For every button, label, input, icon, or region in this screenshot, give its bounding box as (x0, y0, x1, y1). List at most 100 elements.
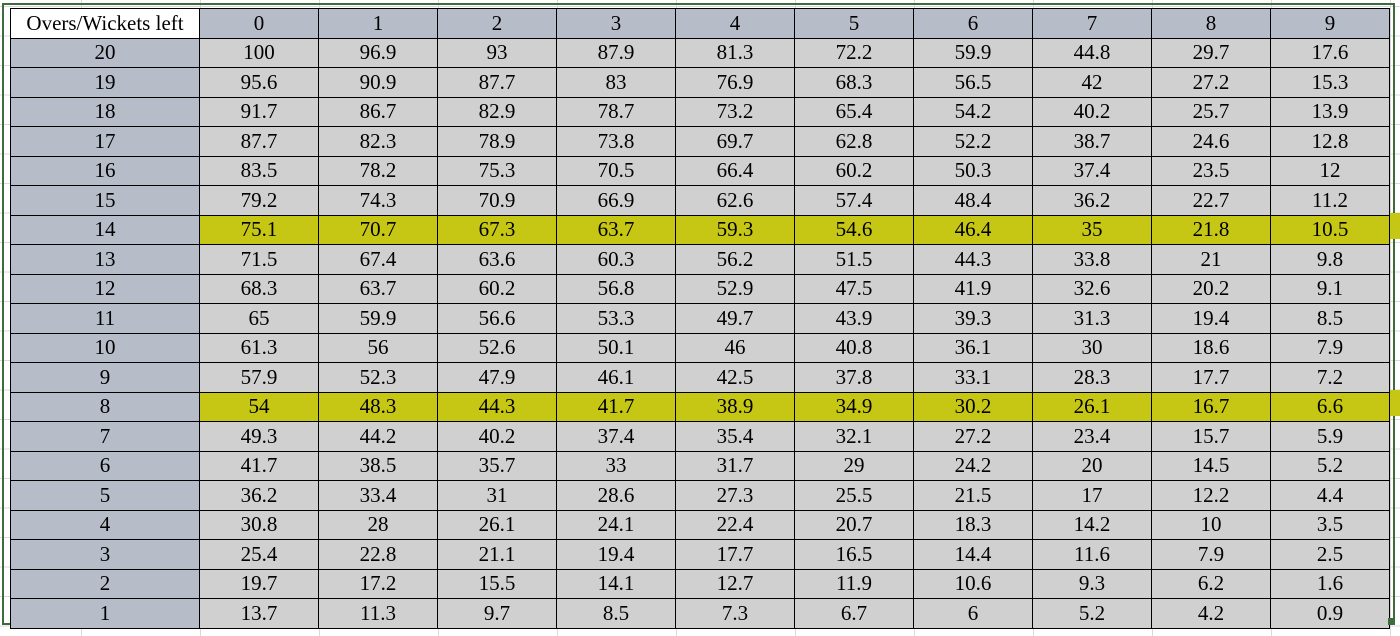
table-cell[interactable]: 12.8 (1270, 126, 1390, 157)
table-cell[interactable]: 56.8 (556, 273, 676, 304)
table-cell[interactable]: 25.5 (794, 480, 914, 511)
table-cell[interactable]: 63.7 (318, 273, 438, 304)
table-cell[interactable]: 8.5 (1270, 303, 1390, 334)
table-cell[interactable]: 28.3 (1032, 362, 1152, 393)
table-cell[interactable]: 27.2 (913, 421, 1033, 452)
column-header[interactable]: 0 (199, 8, 319, 39)
table-cell[interactable]: 68.3 (794, 67, 914, 98)
table-cell[interactable]: 91.7 (199, 96, 319, 127)
table-cell[interactable]: 7.2 (1270, 362, 1390, 393)
table-cell[interactable]: 83.5 (199, 155, 319, 186)
table-cell[interactable]: 96.9 (318, 37, 438, 68)
table-cell[interactable]: 59.9 (913, 37, 1033, 68)
table-cell[interactable]: 52.2 (913, 126, 1033, 157)
table-cell[interactable]: 47.9 (437, 362, 557, 393)
table-cell[interactable]: 5.2 (1270, 450, 1390, 481)
table-cell[interactable]: 50.1 (556, 332, 676, 363)
column-header[interactable]: 1 (318, 8, 438, 39)
table-cell[interactable]: 34.9 (794, 391, 914, 422)
table-cell[interactable]: 48.4 (913, 185, 1033, 216)
table-cell[interactable]: 33.4 (318, 480, 438, 511)
table-cell[interactable]: 5.9 (1270, 421, 1390, 452)
table-cell[interactable]: 37.4 (1032, 155, 1152, 186)
table-cell[interactable]: 33 (556, 450, 676, 481)
table-cell[interactable]: 93 (437, 37, 557, 68)
row-header[interactable]: 12 (10, 273, 200, 304)
table-cell[interactable]: 63.7 (556, 214, 676, 245)
table-cell[interactable]: 6 (913, 598, 1033, 629)
table-cell[interactable]: 18.3 (913, 509, 1033, 540)
table-cell[interactable]: 37.4 (556, 421, 676, 452)
table-cell[interactable]: 6.2 (1151, 568, 1271, 599)
row-header[interactable]: 4 (10, 509, 200, 540)
row-header[interactable]: 19 (10, 67, 200, 98)
table-cell[interactable]: 36.1 (913, 332, 1033, 363)
table-cell[interactable]: 44.3 (913, 244, 1033, 275)
table-cell[interactable]: 21.5 (913, 480, 1033, 511)
table-cell[interactable]: 38.5 (318, 450, 438, 481)
row-header[interactable]: 15 (10, 185, 200, 216)
column-header[interactable]: 5 (794, 8, 914, 39)
table-cell[interactable]: 41.7 (199, 450, 319, 481)
table-cell[interactable]: 3.5 (1270, 509, 1390, 540)
table-cell[interactable]: 38.9 (675, 391, 795, 422)
table-cell[interactable]: 15.5 (437, 568, 557, 599)
table-cell[interactable]: 42 (1032, 67, 1152, 98)
row-header[interactable]: 20 (10, 37, 200, 68)
table-cell[interactable]: 56.5 (913, 67, 1033, 98)
table-cell[interactable]: 44.8 (1032, 37, 1152, 68)
table-cell[interactable]: 42.5 (675, 362, 795, 393)
table-cell[interactable]: 81.3 (675, 37, 795, 68)
table-cell[interactable]: 8.5 (556, 598, 676, 629)
table-cell[interactable]: 57.9 (199, 362, 319, 393)
table-cell[interactable]: 41.9 (913, 273, 1033, 304)
table-cell[interactable]: 38.7 (1032, 126, 1152, 157)
table-cell[interactable]: 43.9 (794, 303, 914, 334)
table-cell[interactable]: 46.4 (913, 214, 1033, 245)
table-cell[interactable]: 11.9 (794, 568, 914, 599)
table-cell[interactable]: 25.4 (199, 539, 319, 570)
table-cell[interactable]: 70.5 (556, 155, 676, 186)
table-cell[interactable]: 65.4 (794, 96, 914, 127)
table-cell[interactable]: 23.4 (1032, 421, 1152, 452)
table-cell[interactable]: 54.2 (913, 96, 1033, 127)
row-header[interactable]: 13 (10, 244, 200, 275)
table-cell[interactable]: 12.7 (675, 568, 795, 599)
table-cell[interactable]: 83 (556, 67, 676, 98)
column-header[interactable]: 4 (675, 8, 795, 39)
table-cell[interactable]: 17 (1032, 480, 1152, 511)
table-cell[interactable]: 11.6 (1032, 539, 1152, 570)
table-cell[interactable]: 17.7 (1151, 362, 1271, 393)
table-cell[interactable]: 47.5 (794, 273, 914, 304)
row-header[interactable]: 6 (10, 450, 200, 481)
table-cell[interactable]: 10.6 (913, 568, 1033, 599)
table-cell[interactable]: 49.3 (199, 421, 319, 452)
table-cell[interactable]: 36.2 (1032, 185, 1152, 216)
table-cell[interactable]: 76.9 (675, 67, 795, 98)
row-header[interactable]: 14 (10, 214, 200, 245)
table-cell[interactable]: 39.3 (913, 303, 1033, 334)
table-cell[interactable]: 22.7 (1151, 185, 1271, 216)
table-cell[interactable]: 7.9 (1151, 539, 1271, 570)
table-cell[interactable]: 66.4 (675, 155, 795, 186)
table-cell[interactable]: 24.2 (913, 450, 1033, 481)
table-cell[interactable]: 70.9 (437, 185, 557, 216)
row-header[interactable]: 1 (10, 598, 200, 629)
table-cell[interactable]: 12 (1270, 155, 1390, 186)
table-cell[interactable]: 52.9 (675, 273, 795, 304)
table-cell[interactable]: 24.1 (556, 509, 676, 540)
table-cell[interactable]: 7.9 (1270, 332, 1390, 363)
table-cell[interactable]: 9.3 (1032, 568, 1152, 599)
table-cell[interactable]: 63.6 (437, 244, 557, 275)
table-cell[interactable]: 46.1 (556, 362, 676, 393)
table-cell[interactable]: 30.2 (913, 391, 1033, 422)
table-cell[interactable]: 28.6 (556, 480, 676, 511)
table-cell[interactable]: 86.7 (318, 96, 438, 127)
table-cell[interactable]: 78.9 (437, 126, 557, 157)
table-cell[interactable]: 50.3 (913, 155, 1033, 186)
table-cell[interactable]: 90.9 (318, 67, 438, 98)
table-cell[interactable]: 56 (318, 332, 438, 363)
table-cell[interactable]: 19.7 (199, 568, 319, 599)
table-cell[interactable]: 31 (437, 480, 557, 511)
table-cell[interactable]: 82.3 (318, 126, 438, 157)
